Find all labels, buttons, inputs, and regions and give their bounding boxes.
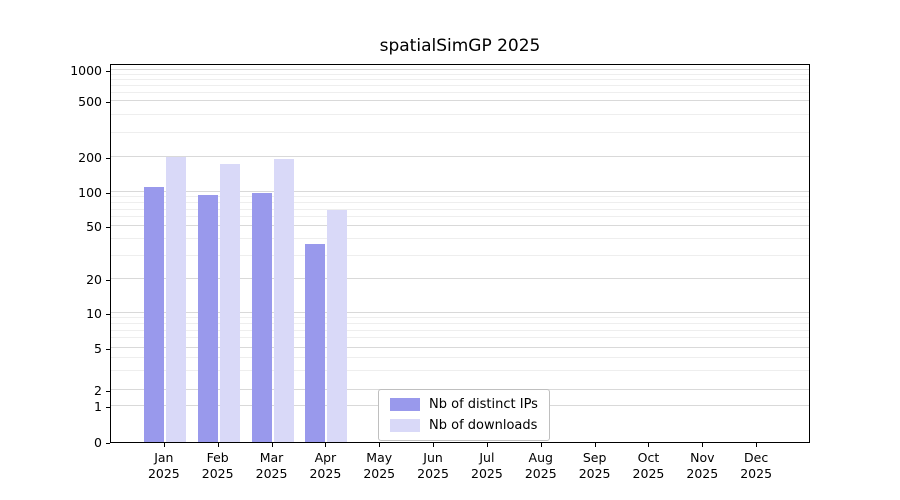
x-tick-label: Jun 2025 [417,450,449,481]
x-tick-mark [756,443,758,447]
minor-gridline [111,131,809,133]
legend-label-downloads: Nb of downloads [429,418,538,433]
minor-gridline [111,85,809,87]
x-tick-mark [486,443,488,447]
bar-feb-downloads [219,164,240,442]
y-tick-mark [106,390,110,392]
x-tick-label: Dec 2025 [740,450,773,481]
y-tick-label: 10 [86,305,102,321]
x-tick-label: Aug 2025 [524,450,557,481]
y-tick-mark [106,71,110,73]
y-tick-label: 1 [94,398,102,414]
minor-gridline [111,323,809,324]
minor-gridline [111,329,809,331]
y-tick-mark [106,348,110,350]
x-tick-mark [163,443,165,447]
major-gridline [111,225,809,227]
minor-gridline [111,92,809,94]
minor-gridline [111,216,809,218]
minor-gridline [111,370,809,372]
major-gridline [111,156,809,158]
bar-jan-distinct-ips [143,187,164,442]
x-tick-mark [217,443,219,447]
x-tick-label: Apr 2025 [309,450,342,481]
x-tick-label: Oct 2025 [632,450,665,481]
x-tick-label: Jul 2025 [471,450,503,481]
x-tick-mark [594,443,596,447]
x-tick-label: Nov 2025 [686,450,719,481]
y-tick-label: 50 [86,219,102,235]
y-tick-label: 5 [94,340,102,356]
y-tick-mark [106,280,110,282]
legend: Nb of distinct IPs Nb of downloads [378,389,550,441]
minor-gridline [111,73,809,75]
legend-item-distinct-ips: Nb of distinct IPs [390,397,538,412]
y-tick-label: 20 [86,272,102,288]
y-tick-label: 1000 [70,63,102,79]
major-gridline [111,346,809,348]
major-gridline [111,191,809,193]
x-tick-mark [433,443,435,447]
y-tick-mark [106,313,110,315]
y-tick-label: 500 [78,94,102,110]
chart-title: spatialSimGP 2025 [379,36,541,56]
major-gridline [111,69,809,71]
legend-swatch-distinct-ips [390,398,420,411]
x-tick-mark [379,443,381,447]
y-tick-label: 100 [78,185,102,201]
minor-gridline [111,337,809,339]
x-tick-label: May 2025 [363,450,396,481]
x-tick-mark [540,443,542,447]
minor-gridline [111,317,809,319]
x-tick-label: Mar 2025 [255,450,288,481]
x-tick-mark [648,443,650,447]
y-tick-mark [106,102,110,104]
bar-mar-distinct-ips [251,193,272,442]
y-tick-label: 200 [78,150,102,166]
bar-apr-downloads [327,209,348,442]
plot-area: Nb of distinct IPs Nb of downloads [110,64,810,443]
x-tick-label: Jan 2025 [147,450,180,481]
minor-gridline [111,79,809,81]
y-tick-mark [106,193,110,195]
major-gridline [111,100,809,102]
legend-item-downloads: Nb of downloads [390,418,538,433]
minor-gridline [111,196,809,198]
x-tick-mark [271,443,273,447]
minor-gridline [111,238,809,240]
y-tick-label: 0 [94,435,102,450]
minor-gridline [111,208,809,210]
bar-feb-distinct-ips [197,194,218,442]
minor-gridline [111,202,809,204]
y-tick-mark [106,227,110,229]
minor-gridline [111,113,809,115]
y-tick-mark [106,443,110,444]
y-tick-mark [106,406,110,408]
major-gridline [111,311,809,313]
minor-gridline [111,254,809,256]
major-gridline [111,278,809,280]
x-tick-mark [702,443,704,447]
minor-gridline [111,356,809,358]
y-tick-mark [106,158,110,160]
x-tick-label: Sep 2025 [578,450,611,481]
legend-swatch-downloads [390,419,420,432]
bar-apr-distinct-ips [305,243,326,442]
y-tick-label: 2 [94,382,102,398]
x-tick-mark [325,443,327,447]
bar-jan-downloads [165,157,186,442]
bar-mar-downloads [273,158,294,442]
x-tick-label: Feb 2025 [201,450,234,481]
legend-label-distinct-ips: Nb of distinct IPs [429,397,538,412]
